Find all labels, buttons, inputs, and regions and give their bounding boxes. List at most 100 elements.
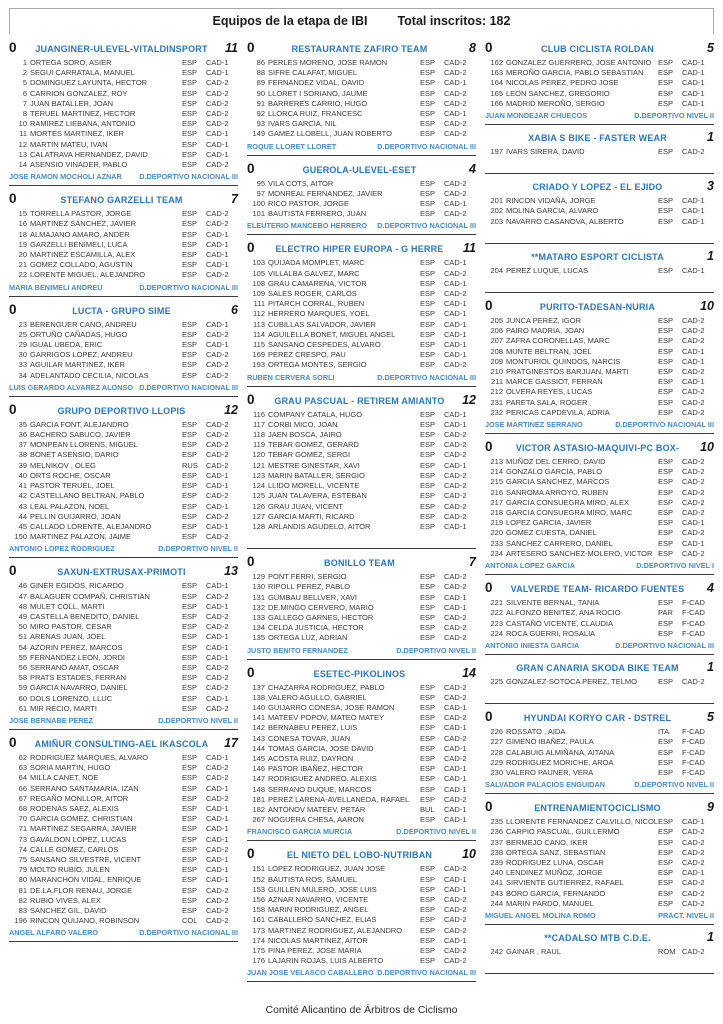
rider-number: 147 [252,774,265,784]
rider-nationality: ESP [420,602,436,612]
rider-category: CAD-2 [444,68,467,78]
rider-number: 2 [22,68,27,78]
rider-row: 235 LLORENTE FERNANDEZ CALVILLO, NICOLAS E… [485,817,714,827]
rider-name: LOPEZ GARCIA, JAVIER [506,518,592,528]
rider-row: 121 MESTRE GINESTAR, XAVI ESP CAD-1 [247,461,476,471]
rider-row: 51 ARENAS JUAN, JOEL ESP CAD-1 [9,632,238,642]
rider-row: 115 SANSANO CESPEDES, ALVARO ESP CAD-1 [247,340,476,350]
rider-name: CARPIO PASCUAL, GUILLERMO [506,827,620,837]
team-zero-count: 0 [247,160,255,176]
rider-category: CAD-1 [444,319,467,329]
rider-number: 158 [252,905,265,915]
rider-nationality: ESP [182,501,198,511]
rider-category: CAD-2 [682,528,705,538]
team-name: CLUB CICLISTA ROLDAN [541,44,654,54]
rider-number: 101 [252,209,265,219]
rider-number: 227 [490,737,503,747]
rider-number: 75 [18,854,27,864]
team-section: 0 RESTAURANTE ZAFIRO TEAM 8 86 PERLES MORENO… [247,41,476,156]
director-title: D.DEPORTIVO NACIONAL III [377,221,476,231]
rider-number: 100 [252,199,265,209]
rider-number: 242 [490,946,503,956]
rider-name: OLVERA REYES, LUCAS [506,387,593,397]
rider-nationality: ESP [658,367,674,377]
rider-number: 127 [252,511,265,521]
rider-number: 1 [22,58,27,67]
team-section: 0 SAXUN-EXTRUSAX-PRIMOTI 13 46 GINER EGIDOS,… [9,564,238,730]
rider-category: CAD-1 [444,329,467,339]
rider-nationality: ESP [420,491,436,501]
rider-category: CAD-2 [206,360,229,370]
rider-row: 37 MONPEAN LLORENS, MIGUEL ESP CAD-2 [9,440,238,450]
rider-nationality: ESP [420,309,436,319]
team-section: 0 ESETEC-PIKOLINOS 14 137 CHAZARRA RODRIGUEZ… [247,665,476,842]
footer-note: Comité Alicantino de Árbitros de Ciclism… [265,1004,458,1017]
rider-number: 90 [256,88,265,98]
rider-category: CAD-2 [682,477,705,487]
rider-row: 81 DE.LA.FLOR RENAU, JORGE ESP CAD-2 [9,886,238,896]
rider-nationality: ESP [658,316,674,326]
rider-number: 105 [252,268,265,278]
team-zero-count: 0 [9,401,17,417]
rider-nationality: ESP [658,518,674,528]
column-1: 0 JUANGINER-ULEVEL-VITALDINSPORT 11 1 ORTEGA… [9,39,238,988]
rider-category: F-CAD [682,618,705,628]
rider-name: AGUILAR MARTINEZ, IKER [30,360,125,370]
rider-name: VILLALBA GALVEZ, MARC [268,268,360,278]
rider-category: CAD-2 [444,88,467,98]
rider-name: NOGUERA CHESA, AARON [268,815,364,825]
team-name: **MATARO ESPORT CICLISTA [531,251,664,262]
rider-number: 34 [18,370,27,380]
rider-name: MARIN PARDO, MANUEL [506,898,594,908]
rider-number: 126 [252,501,265,511]
rider-nationality: ESP [420,350,436,360]
rider-name: MARTINEZ SANCHEZ, JAVIER [30,219,136,229]
rider-name: MARIN RODRIGUEZ, ANGEL [268,905,369,915]
rider-category: CAD-1 [682,538,705,548]
rider-number: 267 [252,815,265,825]
rider-row: 209 MONTURIOL QUINDOS, NARCIS ESP CAD-1 [485,357,714,367]
rider-name: HERRERO MARQUES, YOEL [268,309,370,319]
rider-number: 224 [490,628,503,638]
director-title: D.DEPORTIVO NIVEL II [634,111,714,121]
rider-row: 2 SEGUI CARRATALA, MANUEL ESP CAD-1 [9,68,238,78]
rider-name: MESTRE GINESTAR, XAVI [268,460,360,470]
rider-category: CAD-1 [444,935,467,945]
rider-number: 121 [252,460,265,470]
rider-row: 163 MEROÑO GARCIA, PABLO SEBASTIAN ESP CAD-… [485,68,714,78]
rider-nationality: ESP [420,299,436,309]
rider-category: CAD-1 [682,58,705,67]
rider-row: 147 RODRIGUEZ ANDREO, ALEXIS ESP CAD-1 [247,774,476,784]
rider-name: SORIA MARTIN, HUGO [30,763,111,773]
team-name: SAXUN-EXTRUSAX-PRIMOTI [57,567,186,578]
rider-category: CAD-2 [206,763,229,773]
rider-row: 74 CALLE GOMEZ, CARLOS ESP CAD-2 [9,845,238,855]
rider-nationality: ESP [420,440,436,450]
rider-nationality: ESP [182,481,198,491]
rider-row: 193 ORTEGA MONTES, SERGIO ESP CAD-2 [247,360,476,370]
rider-row: 83 SANCHEZ GIL, DAVID ESP CAD-2 [9,906,238,916]
rider-number: 82 [18,895,27,905]
rider-number: 138 [252,692,265,702]
rider-name: RINCON VIDAÑA, JORGE [506,196,596,206]
rider-number: 240 [490,868,503,878]
rider-nationality: PAR [658,608,673,618]
rider-name: RODRIGUEZ ANDREO, ALEXIS [268,774,377,784]
rider-nationality: ESP [182,219,198,229]
team-zero-count: 0 [247,240,255,256]
rider-number: 41 [18,481,27,491]
team-name: AMIÑUR CONSULTING-AEL IKASCOLA [34,738,209,749]
rider-row: 66 SERRANO SANTAMARIA, IZAN ESP CAD-1 [9,784,238,794]
rider-name: GUMBAU BELLVER, XAVI [268,592,357,602]
rider-category: CAD-1 [444,874,467,884]
rider-number: 173 [252,925,265,935]
rider-number: 169 [252,350,265,360]
rider-category: CAD-2 [682,336,705,346]
rider-name: MELNIKOV , OLEG [30,460,96,470]
rider-row: 47 BALAGUER COMPAÑ, CHRISTIAN ESP CAD-2 [9,592,238,602]
rider-nationality: ESP [658,407,674,417]
rider-row: 5 DOMINGUEZ LAYUNTA, HECTOR ESP CAD-2 [9,78,238,88]
rider-name: MOLTO RUBIO, JULEN [30,865,110,875]
rider-name: CONESA TOVAR, JUAN [268,733,351,743]
rider-name: MONTURIOL QUINDOS, NARCIS [506,356,621,366]
